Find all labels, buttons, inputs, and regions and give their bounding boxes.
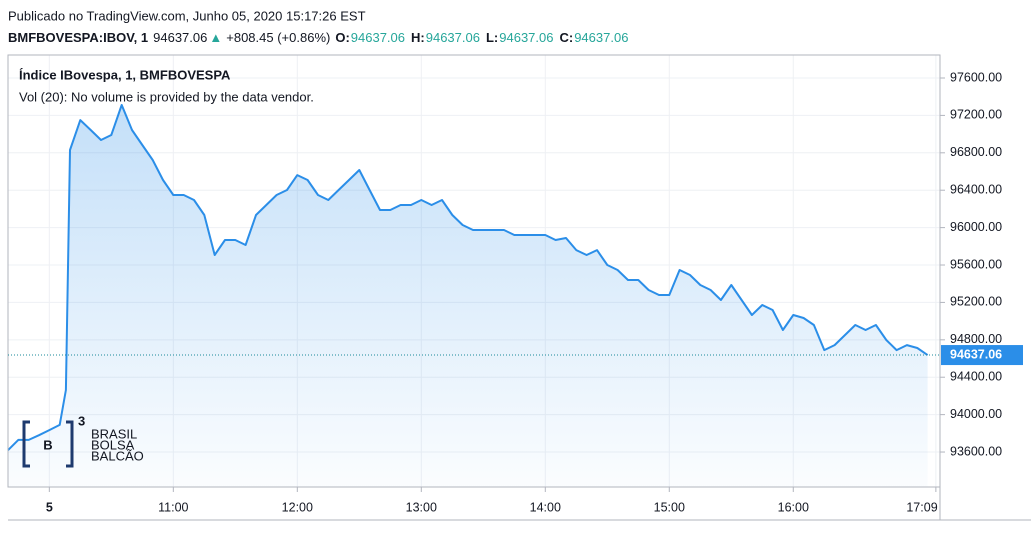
y-tick-label: 94400.00 — [950, 370, 1002, 384]
chart-title: Índice IBovespa, 1, BMFBOVESPA — [19, 67, 231, 82]
header: Publicado no TradingView.com, Junho 05, … — [8, 8, 366, 23]
logo-text: BRASIL — [91, 426, 137, 441]
quote-part: 94637.06 — [351, 30, 405, 45]
y-tick-label: 97600.00 — [950, 70, 1002, 84]
quote-part: 94637.06 — [499, 30, 553, 45]
quote-part: +808.45 (+0.86%) — [226, 30, 330, 45]
x-tick-label: 12:00 — [282, 500, 313, 514]
x-tick-label: 14:00 — [530, 500, 561, 514]
x-tick-label: 5 — [46, 500, 53, 514]
quote-part: C: — [559, 30, 573, 45]
y-tick-label: 94800.00 — [950, 332, 1002, 346]
y-tick-label: 94000.00 — [950, 407, 1002, 421]
x-tick-label: 17:09 — [906, 500, 937, 514]
logo-bracket — [22, 420, 74, 468]
y-tick-label: 96400.00 — [950, 183, 1002, 197]
x-tick-label: 15:00 — [654, 500, 685, 514]
y-tick-label: 96800.00 — [950, 145, 1002, 159]
quote-part: O: — [335, 30, 349, 45]
logo-text: BOLSA — [91, 437, 135, 452]
chart-subtitle: Vol (20): No volume is provided by the d… — [19, 89, 314, 104]
y-tick-label: 97200.00 — [950, 108, 1002, 122]
price-line — [7, 104, 929, 451]
quote-part: ▲ — [209, 30, 222, 45]
y-tick-label: 93600.00 — [950, 444, 1002, 458]
last-price-label: 94637.06 — [950, 347, 1002, 361]
logo-text: BALCÃO — [91, 448, 144, 463]
quote-part: 94637.06 — [426, 30, 480, 45]
x-tick-label: 13:00 — [406, 500, 437, 514]
y-tick-label: 95600.00 — [950, 257, 1002, 271]
logo: B 3 BRASIL BOLSA BALCÃO — [22, 413, 144, 468]
x-tick-label: 11:00 — [158, 500, 188, 514]
quote-part: H: — [411, 30, 425, 45]
area-fill — [8, 105, 928, 487]
y-tick-label: 96000.00 — [950, 220, 1002, 234]
quote-part: 94637.06 — [153, 30, 207, 45]
quote-part: L: — [486, 30, 498, 45]
y-tick-label: 95200.00 — [950, 295, 1002, 309]
quote-part: 94637.06 — [574, 30, 628, 45]
quote-line: BMFBOVESPA:IBOV, 1 94637.06 ▲ +808.45 (+0.8… — [8, 30, 628, 45]
logo-sup: 3 — [78, 413, 85, 428]
logo-mark: B — [43, 437, 52, 452]
x-tick-label: 16:00 — [778, 500, 809, 514]
last-price-tag — [941, 345, 1023, 366]
quote-part: BMFBOVESPA:IBOV, 1 — [8, 30, 148, 45]
